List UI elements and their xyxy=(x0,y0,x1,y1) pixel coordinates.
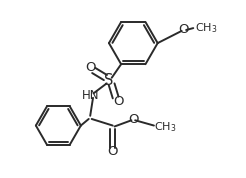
Text: O: O xyxy=(113,95,123,108)
Text: HN: HN xyxy=(81,89,99,102)
Text: O: O xyxy=(85,61,95,74)
Text: O: O xyxy=(128,113,138,126)
Text: CH$_3$: CH$_3$ xyxy=(195,21,218,35)
Text: CH$_3$: CH$_3$ xyxy=(154,121,177,134)
Text: O: O xyxy=(108,145,118,158)
Text: O: O xyxy=(179,23,189,36)
Text: S: S xyxy=(104,73,114,88)
